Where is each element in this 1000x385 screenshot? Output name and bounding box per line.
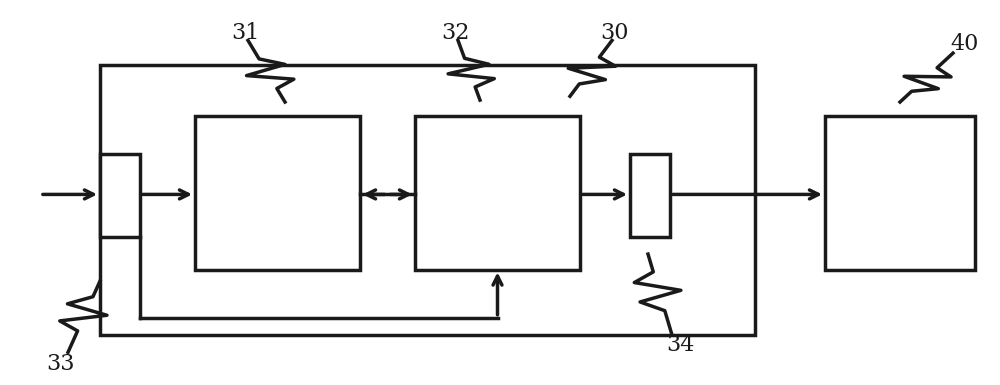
Bar: [100, 154, 140, 237]
Bar: [195, 116, 360, 270]
Text: 40: 40: [951, 33, 979, 55]
Bar: [630, 154, 670, 237]
Bar: [100, 65, 755, 335]
Bar: [825, 116, 975, 270]
Text: 33: 33: [46, 353, 74, 375]
Bar: [415, 116, 580, 270]
Text: 32: 32: [441, 22, 469, 44]
Text: 31: 31: [231, 22, 259, 44]
Text: 34: 34: [666, 333, 694, 356]
Text: 30: 30: [601, 22, 629, 44]
